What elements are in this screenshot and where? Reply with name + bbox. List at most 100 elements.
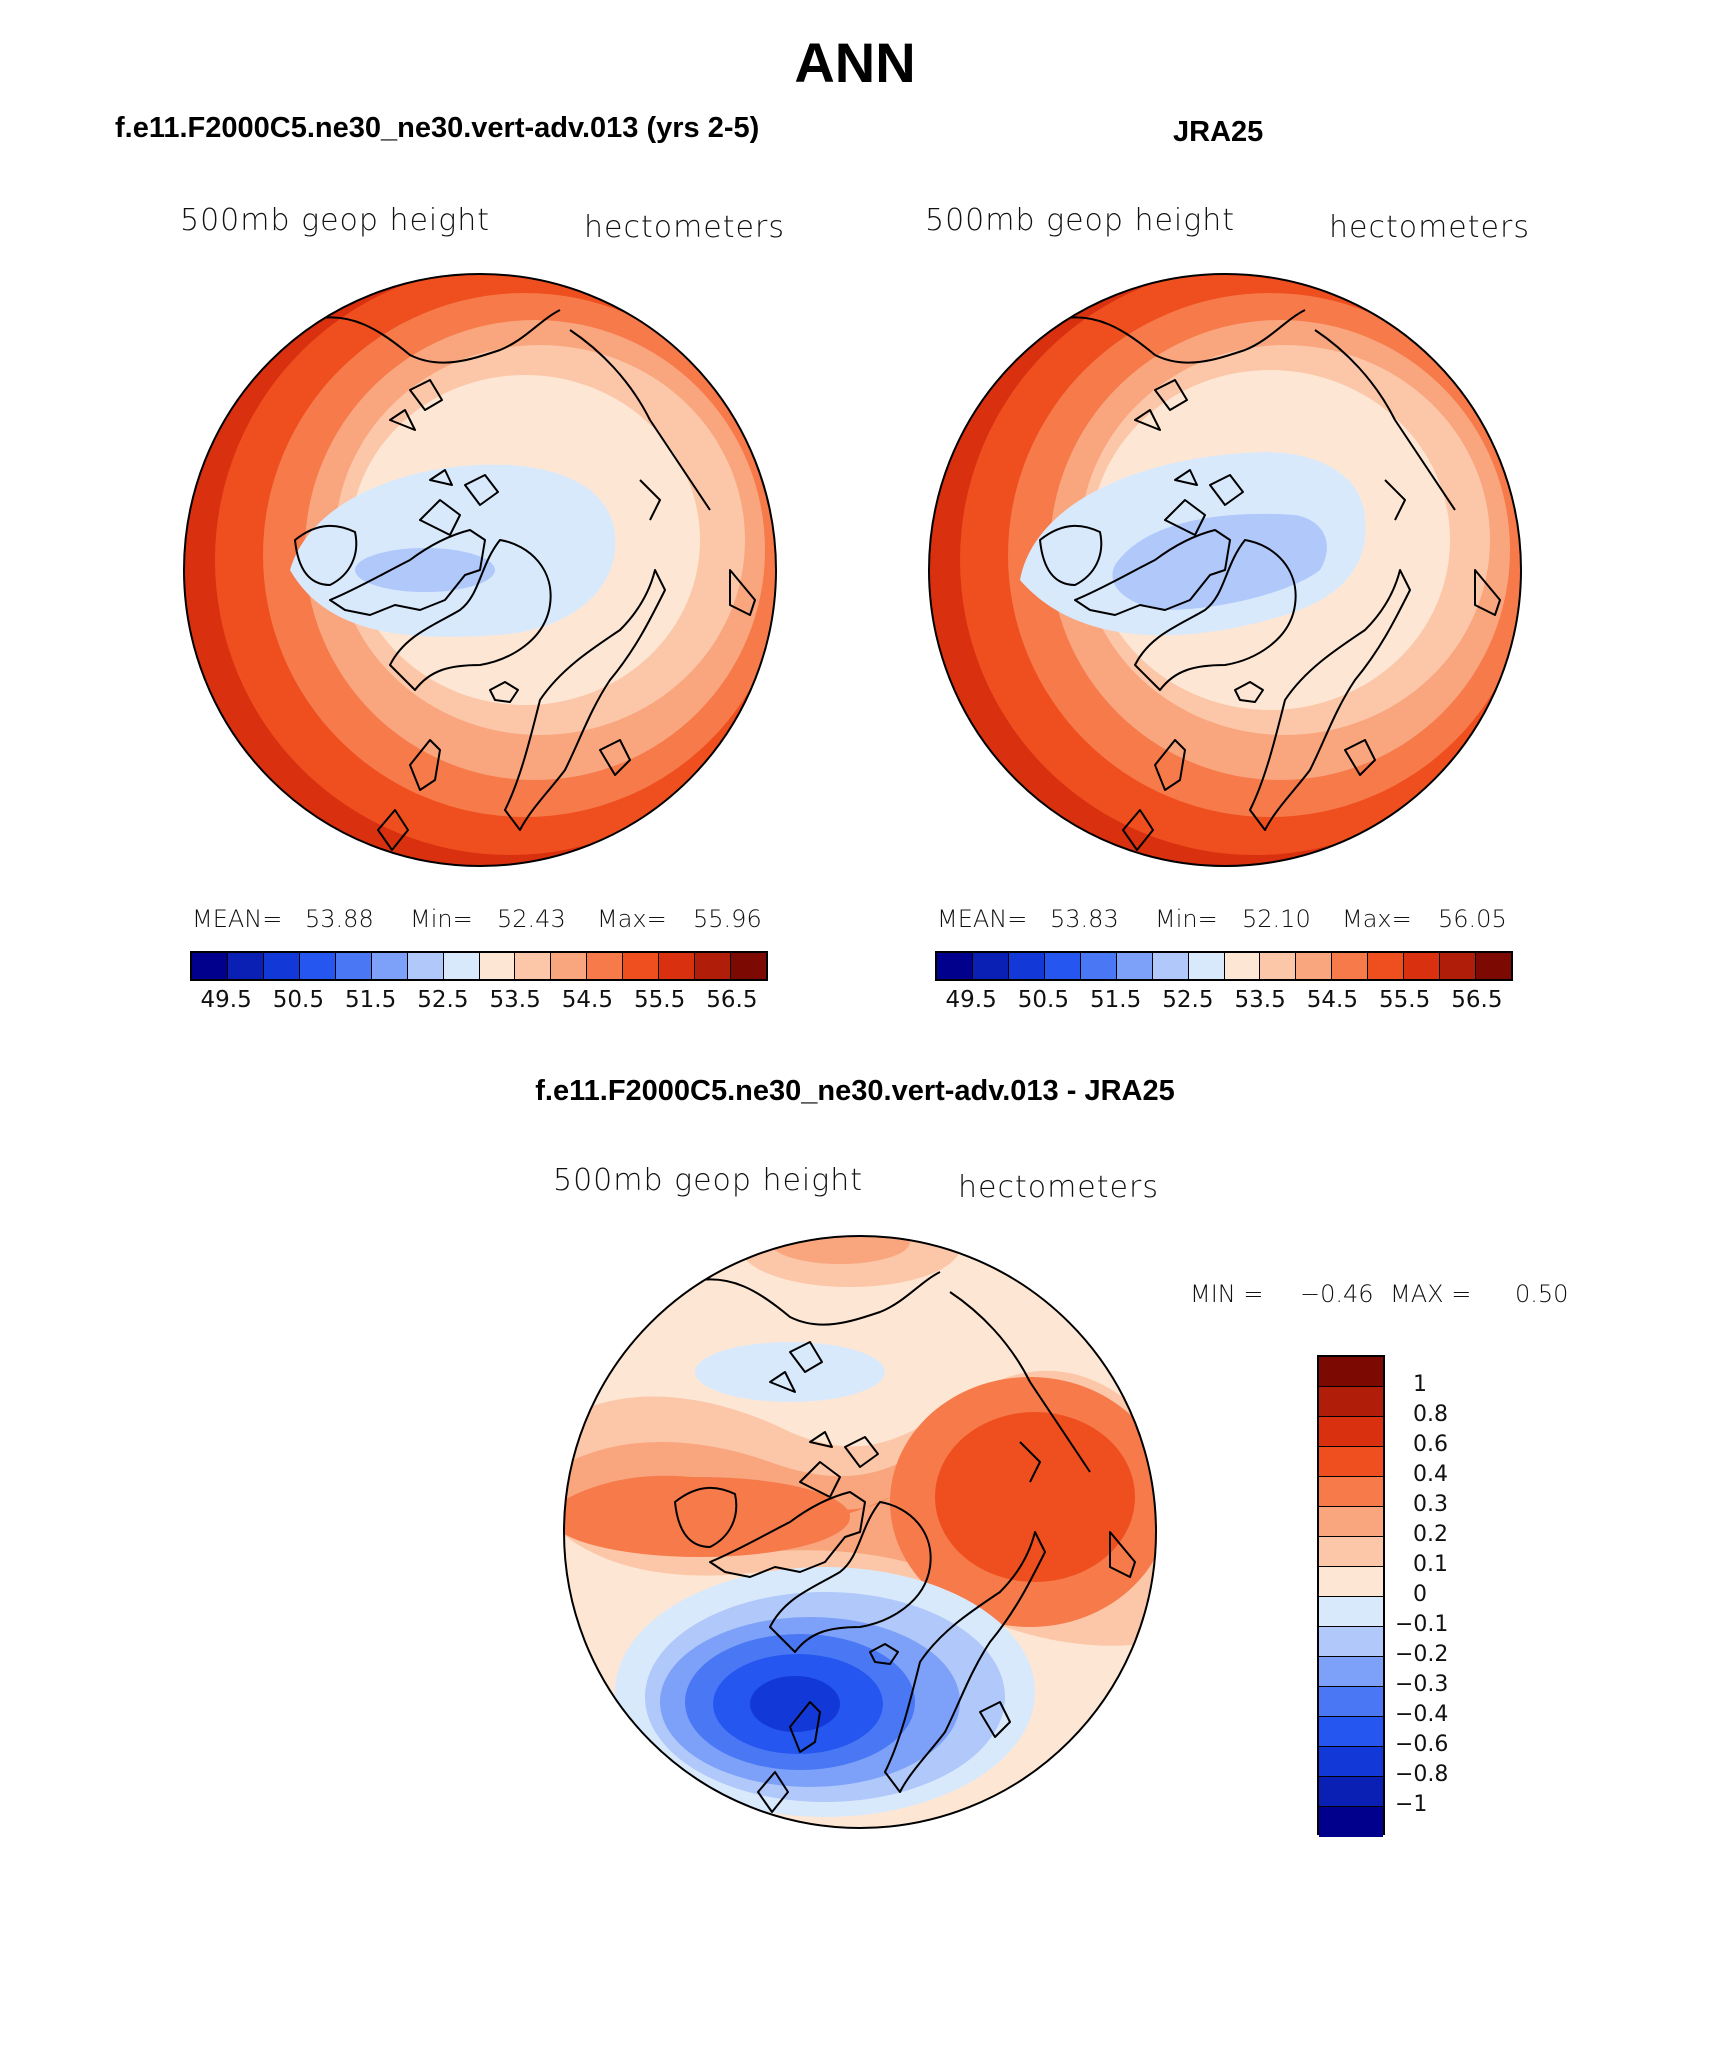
model-polar-map	[183, 273, 777, 867]
model-variable-label: 500mb geop height	[180, 203, 491, 238]
colorbar-cell	[1319, 1627, 1383, 1657]
colorbar-cell	[1319, 1597, 1383, 1627]
colorbar-level-label: 0	[1413, 1582, 1427, 1607]
colorbar-cell	[1319, 1717, 1383, 1747]
diff-panel-title: f.e11.F2000C5.ne30_ne30.vert-adv.013 - J…	[535, 1075, 1175, 1107]
colorbar-tick-label: 51.5	[345, 987, 397, 1013]
diff-units-label: hectometers	[958, 1170, 1159, 1205]
colorbar-level-label: 0.8	[1413, 1402, 1448, 1427]
colorbar-cell	[1319, 1447, 1383, 1477]
colorbar-cell	[1319, 1657, 1383, 1687]
obs-mean-value: 53.83	[1050, 905, 1119, 933]
colorbar-cell	[371, 953, 408, 979]
colorbar-cell	[1319, 1687, 1383, 1717]
colorbar-cell	[623, 953, 660, 979]
colorbar-level-label: 0.2	[1413, 1522, 1448, 1547]
diff-variable-label: 500mb geop height	[553, 1163, 864, 1198]
colorbar-tick-label: 55.5	[1379, 987, 1431, 1013]
colorbar-tick-label: 51.5	[1090, 987, 1142, 1013]
colorbar-cell	[1319, 1387, 1383, 1417]
colorbar-cell	[1080, 953, 1117, 979]
model-min-label: Min=	[410, 905, 473, 933]
colorbar-tick-label: 56.5	[706, 987, 758, 1013]
model-units-label: hectometers	[584, 210, 785, 245]
colorbar-level-label: −0.8	[1395, 1762, 1449, 1787]
colorbar-cell	[1319, 1537, 1383, 1567]
colorbar-cell	[1319, 1507, 1383, 1537]
colorbar-cell	[1476, 953, 1511, 979]
model-max-label: Max=	[597, 905, 667, 933]
colorbar-tick-label: 54.5	[1306, 987, 1358, 1013]
colorbar-level-label: −0.3	[1395, 1672, 1449, 1697]
main-title: ANN	[794, 31, 916, 94]
obs-panel-title: JRA25	[1173, 116, 1264, 148]
diff-max-value: 0.50	[1515, 1280, 1569, 1308]
colorbar-cell	[695, 953, 732, 979]
colorbar-tick-label: 56.5	[1451, 987, 1503, 1013]
diff-min-value: −0.46	[1300, 1280, 1374, 1308]
colorbar-cell	[1116, 953, 1153, 979]
colorbar-level-label: −1	[1395, 1792, 1428, 1817]
colorbar-cell	[1332, 953, 1369, 979]
colorbar-cell	[1319, 1747, 1383, 1777]
colorbar-level-label: −0.6	[1395, 1732, 1449, 1757]
colorbar-cell	[1440, 953, 1477, 979]
colorbar-tick-label: 49.5	[200, 987, 252, 1013]
colorbar-tick-label: 55.5	[634, 987, 686, 1013]
colorbar-level-label: −0.1	[1395, 1612, 1449, 1637]
obs-polar-map	[928, 273, 1522, 867]
obs-colorbar	[935, 951, 1513, 981]
obs-min-value: 52.10	[1242, 905, 1311, 933]
colorbar-cell	[299, 953, 336, 979]
diff-colorbar-labels: 1 0.8 0.6 0.4 0.3 0.2 0.1 0 −0.1 −0.2 −0.3 −0.4 −0.6…	[1395, 1355, 1515, 1835]
colorbar-tick-label: 53.5	[1234, 987, 1286, 1013]
colorbar-cell	[659, 953, 696, 979]
colorbar-cell	[1260, 953, 1297, 979]
obs-variable-label: 500mb geop height	[925, 203, 1236, 238]
colorbar-cell	[551, 953, 588, 979]
colorbar-level-label: 0.1	[1413, 1552, 1448, 1577]
colorbar-tick-label: 54.5	[561, 987, 613, 1013]
colorbar-cell	[1319, 1807, 1383, 1837]
colorbar-cell	[1368, 953, 1405, 979]
model-max-value: 55.96	[693, 905, 762, 933]
model-mean-label: MEAN=	[192, 905, 283, 933]
colorbar-cell	[972, 953, 1009, 979]
diff-max-label: MAX =	[1390, 1280, 1472, 1308]
colorbar-cell	[1319, 1777, 1383, 1807]
colorbar-level-label: −0.4	[1395, 1702, 1449, 1727]
colorbar-cell	[1044, 953, 1081, 979]
obs-mean-label: MEAN=	[937, 905, 1028, 933]
colorbar-cell	[1152, 953, 1189, 979]
colorbar-cell	[587, 953, 624, 979]
colorbar-level-label: 1	[1413, 1372, 1427, 1397]
colorbar-cell	[335, 953, 372, 979]
colorbar-cell	[192, 953, 228, 979]
model-colorbar-ticks: 49.5 50.5 51.5 52.5 53.5 54.5 55.5 56.5	[190, 987, 768, 1017]
colorbar-level-label: 0.6	[1413, 1432, 1448, 1457]
colorbar-cell	[731, 953, 766, 979]
colorbar-cell	[263, 953, 300, 979]
obs-min-label: Min=	[1155, 905, 1218, 933]
colorbar-cell	[1008, 953, 1045, 979]
colorbar-cell	[1188, 953, 1225, 979]
colorbar-tick-label: 50.5	[1017, 987, 1069, 1013]
obs-colorbar-ticks: 49.5 50.5 51.5 52.5 53.5 54.5 55.5 56.5	[935, 987, 1513, 1017]
model-mean-value: 53.88	[305, 905, 374, 933]
colorbar-tick-label: 52.5	[1162, 987, 1214, 1013]
model-min-value: 52.43	[497, 905, 566, 933]
diff-min-label: MIN =	[1190, 1280, 1264, 1308]
colorbar-level-label: 0.4	[1413, 1462, 1448, 1487]
obs-max-value: 56.05	[1438, 905, 1507, 933]
colorbar-cell	[1319, 1417, 1383, 1447]
colorbar-cell	[515, 953, 552, 979]
obs-max-label: Max=	[1342, 905, 1412, 933]
colorbar-level-label: 0.3	[1413, 1492, 1448, 1517]
colorbar-cell	[227, 953, 264, 979]
colorbar-cell	[407, 953, 444, 979]
colorbar-tick-label: 50.5	[272, 987, 324, 1013]
colorbar-cell	[1319, 1357, 1383, 1387]
colorbar-cell	[479, 953, 516, 979]
colorbar-tick-label: 49.5	[945, 987, 997, 1013]
diff-polar-map	[563, 1235, 1157, 1829]
